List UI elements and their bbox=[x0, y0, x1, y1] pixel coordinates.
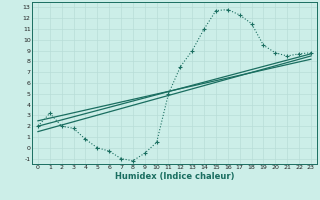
X-axis label: Humidex (Indice chaleur): Humidex (Indice chaleur) bbox=[115, 172, 234, 181]
